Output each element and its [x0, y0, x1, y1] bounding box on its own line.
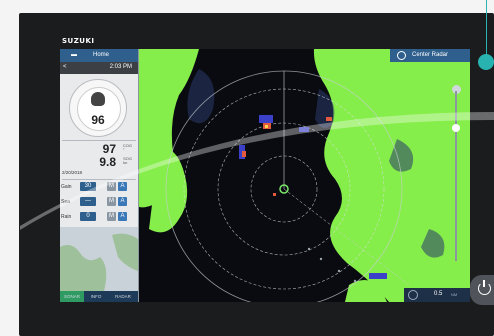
heading-readout: 96 [91, 113, 105, 127]
rain-value[interactable]: 0 [80, 212, 96, 221]
radar-view[interactable]: Center Radar 0.5 NM [139, 49, 470, 302]
home-icon: ▬ [71, 52, 77, 58]
sog-unit: SOG kn [123, 156, 132, 165]
gain-slider[interactable] [455, 91, 457, 261]
tab-sonar[interactable]: SONAR [60, 291, 84, 302]
brand-logo: SUZUKI [62, 37, 95, 45]
tab-info[interactable]: INFO [90, 294, 102, 299]
power-icon [478, 282, 491, 295]
power-icon-bar [483, 280, 485, 287]
sea-value[interactable]: — [80, 197, 96, 206]
range-icon [408, 290, 418, 300]
boat-icon [91, 92, 105, 106]
home-button[interactable]: ▬ Home [60, 49, 138, 62]
sea-manual-button[interactable]: M [107, 197, 116, 206]
power-button[interactable] [470, 275, 494, 305]
callout-dot [478, 54, 494, 70]
rain-manual-button[interactable]: M [107, 212, 116, 221]
range-value: 0.5 [434, 291, 443, 297]
center-radar-label: Center Radar [412, 52, 449, 58]
slider-top-icon [452, 85, 461, 94]
gain-manual-button[interactable]: M [107, 182, 116, 191]
gain-auto-button[interactable]: A [118, 182, 127, 191]
display-screen: ▬ Home < 2:03 PM 96 97 COG ° 9.8 SOG kn 2/… [60, 49, 470, 302]
sog-value: 9.8 [99, 155, 116, 169]
divider [62, 179, 136, 180]
mini-map [60, 227, 138, 291]
callout-line [486, 0, 487, 62]
date-label: 2/20/2018 [62, 170, 83, 175]
cog-unit: COG ° [122, 143, 132, 152]
cog-readout: 97 COG ° [64, 142, 134, 156]
sea-auto-button[interactable]: A [118, 197, 127, 206]
target-icon [397, 51, 406, 60]
rain-label: Rain [61, 214, 72, 220]
home-label: Home [93, 52, 110, 58]
sog-readout: 9.8 SOG kn [64, 155, 134, 169]
gain-slider-knob[interactable] [452, 124, 460, 133]
tab-radar[interactable]: RADAR [115, 294, 131, 299]
gain-label: Gain [61, 184, 72, 190]
sea-label: Sea [61, 199, 70, 205]
sea-control: Sea — M A [60, 197, 138, 208]
divider [62, 140, 136, 141]
clock: 2:03 PM [109, 64, 132, 70]
gain-value[interactable]: 30 [80, 182, 96, 191]
cog-value: 97 [102, 142, 116, 156]
instrument-panel: ▬ Home < 2:03 PM 96 97 COG ° 9.8 SOG kn 2/… [60, 49, 139, 302]
status-bar: < 2:03 PM [60, 62, 138, 74]
radar-image [139, 49, 470, 302]
bottom-tabs: SONAR INFO RADAR [60, 291, 138, 302]
back-icon[interactable]: < [63, 64, 67, 70]
rain-control: Rain 0 M A [60, 212, 138, 223]
gain-control: Gain 30 M A [60, 182, 138, 193]
rain-auto-button[interactable]: A [118, 212, 127, 221]
range-unit: NM [451, 292, 458, 297]
compass-gauge: 96 [69, 79, 127, 137]
center-radar-button[interactable]: Center Radar [390, 49, 470, 62]
range-control[interactable]: 0.5 NM [404, 288, 470, 302]
